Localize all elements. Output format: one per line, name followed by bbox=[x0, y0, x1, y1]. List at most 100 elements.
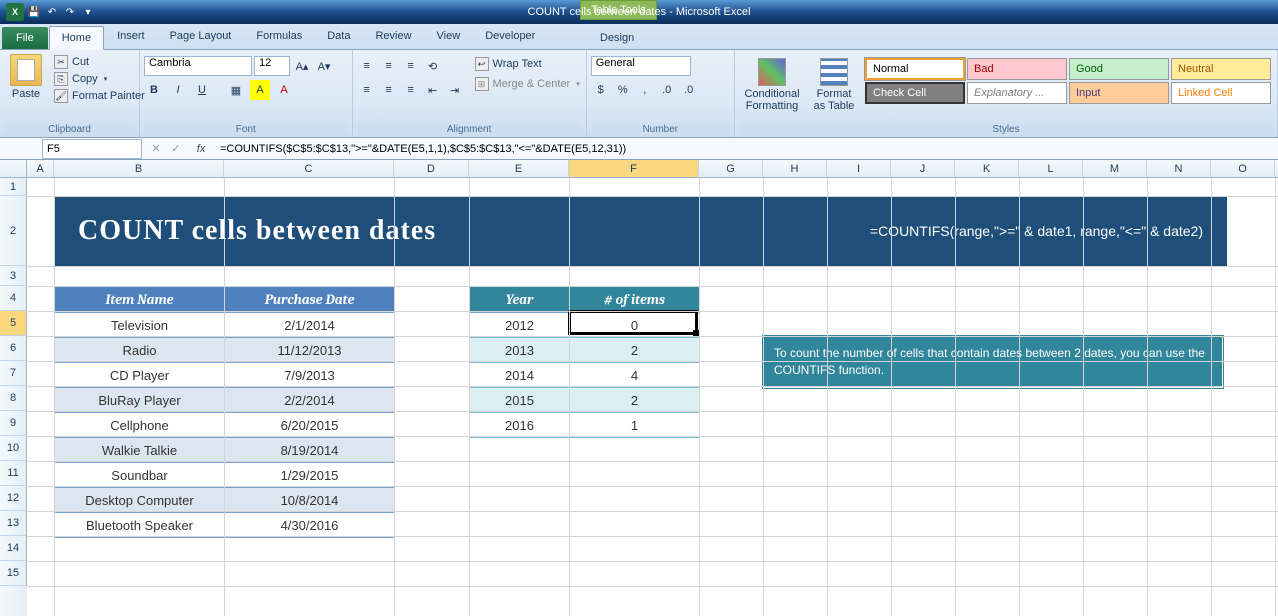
row-header-14[interactable]: 14 bbox=[0, 536, 27, 561]
row-header-8[interactable]: 8 bbox=[0, 386, 27, 411]
tab-review[interactable]: Review bbox=[363, 25, 423, 49]
style-neutral[interactable]: Neutral bbox=[1171, 58, 1271, 80]
col-header-G[interactable]: G bbox=[699, 160, 763, 177]
table2-cell[interactable]: 4 bbox=[570, 363, 700, 388]
table1-cell[interactable]: 10/8/2014 bbox=[225, 488, 395, 513]
col-header-F[interactable]: F bbox=[569, 160, 699, 177]
table1-cell[interactable]: 11/12/2013 bbox=[225, 338, 395, 363]
table2-cell[interactable]: 2 bbox=[570, 388, 700, 413]
undo-icon[interactable]: ↶ bbox=[44, 4, 60, 20]
cancel-icon[interactable]: ✕ bbox=[146, 139, 166, 159]
col-header-I[interactable]: I bbox=[827, 160, 891, 177]
style-input[interactable]: Input bbox=[1069, 82, 1169, 104]
style-bad[interactable]: Bad bbox=[967, 58, 1067, 80]
align-top-icon[interactable]: ≡ bbox=[357, 56, 377, 76]
border-button[interactable]: ▦ bbox=[226, 80, 246, 100]
col-header-H[interactable]: H bbox=[763, 160, 827, 177]
align-left-icon[interactable]: ≡ bbox=[357, 80, 377, 100]
style-good[interactable]: Good bbox=[1069, 58, 1169, 80]
qat-more-icon[interactable]: ▾ bbox=[80, 4, 96, 20]
col-header-M[interactable]: M bbox=[1083, 160, 1147, 177]
tab-data[interactable]: Data bbox=[315, 25, 362, 49]
comma-icon[interactable]: , bbox=[635, 80, 655, 100]
tab-design[interactable]: Design bbox=[588, 27, 646, 49]
table1-cell[interactable]: Soundbar bbox=[55, 463, 225, 488]
tab-formulas[interactable]: Formulas bbox=[244, 25, 314, 49]
row-header-12[interactable]: 12 bbox=[0, 486, 27, 511]
enter-icon[interactable]: ✓ bbox=[166, 139, 186, 159]
table2-cell[interactable]: 0 bbox=[570, 313, 700, 338]
table2-cell[interactable]: 2015 bbox=[470, 388, 570, 413]
tab-developer[interactable]: Developer bbox=[473, 25, 547, 49]
table1-cell[interactable]: Desktop Computer bbox=[55, 488, 225, 513]
col-header-A[interactable]: A bbox=[27, 160, 54, 177]
table1-cell[interactable]: 4/30/2016 bbox=[225, 513, 395, 538]
table2-cell[interactable]: 2 bbox=[570, 338, 700, 363]
format-painter-button[interactable]: 🖌Format Painter bbox=[52, 88, 147, 104]
cells-area[interactable]: COUNT cells between dates =COUNTIFS(rang… bbox=[27, 178, 1278, 616]
number-format-select[interactable]: General bbox=[591, 56, 691, 76]
indent-increase-icon[interactable]: ⇥ bbox=[445, 80, 465, 100]
row-header-11[interactable]: 11 bbox=[0, 461, 27, 486]
fx-icon[interactable]: fx bbox=[190, 143, 212, 155]
row-header-4[interactable]: 4 bbox=[0, 286, 27, 311]
table2-cell[interactable]: 1 bbox=[570, 413, 700, 438]
row-header-10[interactable]: 10 bbox=[0, 436, 27, 461]
tab-page-layout[interactable]: Page Layout bbox=[158, 25, 244, 49]
copy-button[interactable]: ⎘Copy▾ bbox=[52, 71, 147, 87]
col-header-K[interactable]: K bbox=[955, 160, 1019, 177]
table1-cell[interactable]: Television bbox=[55, 313, 225, 338]
decrease-font-icon[interactable]: A▾ bbox=[314, 56, 334, 76]
align-center-icon[interactable]: ≡ bbox=[379, 80, 399, 100]
font-size-select[interactable]: 12 bbox=[254, 56, 290, 76]
table1-cell[interactable]: 8/19/2014 bbox=[225, 438, 395, 463]
dec-decimal-icon[interactable]: .0 bbox=[679, 80, 699, 100]
wrap-text-button[interactable]: ↩Wrap Text bbox=[473, 56, 582, 72]
table1-cell[interactable]: 2/1/2014 bbox=[225, 313, 395, 338]
align-right-icon[interactable]: ≡ bbox=[401, 80, 421, 100]
name-box[interactable]: F5 bbox=[42, 139, 142, 159]
italic-button[interactable]: I bbox=[168, 80, 188, 100]
table1-cell[interactable]: 1/29/2015 bbox=[225, 463, 395, 488]
table1-cell[interactable]: 7/9/2013 bbox=[225, 363, 395, 388]
table2-cell[interactable]: 2014 bbox=[470, 363, 570, 388]
style-check-cell[interactable]: Check Cell bbox=[865, 82, 965, 104]
col-header-B[interactable]: B bbox=[54, 160, 224, 177]
col-header-N[interactable]: N bbox=[1147, 160, 1211, 177]
underline-button[interactable]: U bbox=[192, 80, 212, 100]
row-header-15[interactable]: 15 bbox=[0, 561, 27, 586]
tab-insert[interactable]: Insert bbox=[105, 25, 157, 49]
table2-cell[interactable]: 2012 bbox=[470, 313, 570, 338]
indent-decrease-icon[interactable]: ⇤ bbox=[423, 80, 443, 100]
table2-cell[interactable]: 2013 bbox=[470, 338, 570, 363]
table1-cell[interactable]: Radio bbox=[55, 338, 225, 363]
formula-input[interactable]: =COUNTIFS($C$5:$C$13,">="&DATE(E5,1,1),$… bbox=[216, 143, 1278, 155]
col-header-O[interactable]: O bbox=[1211, 160, 1275, 177]
row-header-3[interactable]: 3 bbox=[0, 266, 27, 286]
paste-button[interactable]: Paste bbox=[4, 52, 48, 102]
conditional-formatting-button[interactable]: Conditional Formatting bbox=[739, 56, 805, 114]
save-icon[interactable]: 💾 bbox=[26, 4, 42, 20]
col-header-C[interactable]: C bbox=[224, 160, 394, 177]
table1-cell[interactable]: BluRay Player bbox=[55, 388, 225, 413]
table1-cell[interactable]: 6/20/2015 bbox=[225, 413, 395, 438]
row-header-13[interactable]: 13 bbox=[0, 511, 27, 536]
orientation-icon[interactable]: ⟲ bbox=[423, 56, 443, 76]
style-normal[interactable]: Normal bbox=[865, 58, 965, 80]
redo-icon[interactable]: ↷ bbox=[62, 4, 78, 20]
row-header-6[interactable]: 6 bbox=[0, 336, 27, 361]
table2-cell[interactable]: 2016 bbox=[470, 413, 570, 438]
fill-color-button[interactable]: A bbox=[250, 80, 270, 100]
font-name-select[interactable]: Cambria bbox=[144, 56, 252, 76]
style-linked-cell[interactable]: Linked Cell bbox=[1171, 82, 1271, 104]
tab-home[interactable]: Home bbox=[49, 26, 104, 50]
select-all-corner[interactable] bbox=[0, 160, 27, 177]
row-header-9[interactable]: 9 bbox=[0, 411, 27, 436]
format-as-table-button[interactable]: Format as Table bbox=[807, 56, 861, 114]
bold-button[interactable]: B bbox=[144, 80, 164, 100]
col-header-L[interactable]: L bbox=[1019, 160, 1083, 177]
table1-cell[interactable]: CD Player bbox=[55, 363, 225, 388]
table1-cell[interactable]: Cellphone bbox=[55, 413, 225, 438]
inc-decimal-icon[interactable]: .0 bbox=[657, 80, 677, 100]
merge-center-button[interactable]: ⊞Merge & Center▾ bbox=[473, 76, 582, 92]
